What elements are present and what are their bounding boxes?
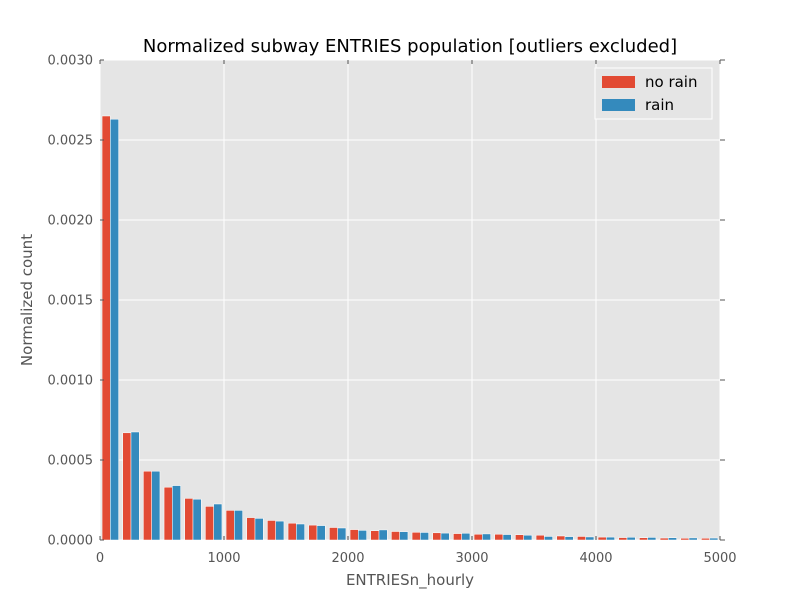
bar-rain-bin-11 (337, 527, 347, 541)
x-tick-label: 4000 (579, 551, 612, 566)
bar-no-rain-bin-11 (329, 527, 338, 541)
bar-no-rain-bin-10 (308, 524, 318, 541)
y-tick-label: 0.0025 (48, 134, 94, 149)
bar-no-rain-bin-5 (205, 506, 214, 541)
bar-rain-bin-29 (709, 537, 719, 541)
x-tick-label: 1000 (207, 551, 240, 566)
bar-no-rain-bin-3 (163, 486, 173, 541)
legend: no rain rain (594, 67, 713, 120)
bars (101, 115, 719, 541)
bar-rain-bin-7 (254, 518, 264, 541)
legend-swatch-rain (602, 99, 635, 111)
bar-rain-bin-21 (544, 536, 553, 541)
bar-rain-bin-24 (606, 536, 615, 541)
bar-no-rain-bin-12 (349, 529, 359, 541)
bar-rain-bin-20 (523, 534, 533, 541)
x-axis-label: ENTRIESn_hourly (346, 571, 474, 590)
y-tick-label: 0.0030 (48, 54, 94, 69)
bar-no-rain-bin-25 (618, 537, 628, 541)
x-tick-label: 0 (96, 551, 104, 566)
bar-no-rain-bin-20 (515, 534, 524, 541)
bar-rain-bin-9 (296, 523, 305, 541)
bar-no-rain-bin-2 (143, 470, 152, 541)
bar-rain-bin-26 (647, 537, 657, 541)
bar-rain-bin-12 (358, 530, 367, 541)
bar-no-rain-bin-29 (701, 537, 710, 541)
bar-no-rain-bin-28 (680, 537, 690, 541)
y-tick-label: 0.0010 (48, 374, 94, 389)
legend-swatch-no-rain (602, 76, 635, 88)
bar-no-rain-bin-24 (597, 536, 607, 541)
bar-rain-bin-16 (440, 532, 450, 541)
bar-no-rain-bin-14 (391, 531, 400, 541)
bar-no-rain-bin-9 (287, 522, 297, 541)
bar-no-rain-bin-1 (122, 432, 132, 541)
y-tick-label: 0.0005 (48, 454, 94, 469)
bar-rain-bin-25 (626, 537, 636, 541)
chart-title: Normalized subway ENTRIES population [ou… (143, 36, 677, 57)
bar-rain-bin-19 (502, 534, 512, 541)
bar-rain-bin-1 (130, 431, 140, 541)
legend-label-rain: rain (645, 96, 674, 114)
bar-rain-bin-23 (585, 536, 595, 541)
bar-rain-bin-22 (564, 536, 574, 541)
bar-rain-bin-14 (399, 531, 409, 541)
bar-rain-bin-28 (688, 537, 698, 541)
bar-no-rain-bin-21 (535, 534, 545, 541)
y-tick-label: 0.0015 (48, 294, 94, 309)
bar-no-rain-bin-15 (411, 532, 421, 541)
bar-rain-bin-6 (234, 510, 243, 541)
bar-rain-bin-17 (461, 533, 471, 541)
bar-no-rain-bin-7 (246, 517, 256, 541)
tick-labels: 0 1000 2000 3000 4000 5000 0.0000 0.0005 0.0010 0… (48, 54, 737, 567)
bar-rain-bin-0 (110, 118, 119, 541)
bar-rain-bin-8 (275, 520, 285, 541)
x-tick-label: 5000 (703, 551, 736, 566)
bar-no-rain-bin-17 (453, 533, 462, 541)
x-tick-label: 2000 (331, 551, 364, 566)
bar-no-rain-bin-0 (101, 115, 111, 541)
bar-rain-bin-4 (192, 498, 202, 541)
bar-no-rain-bin-22 (556, 535, 566, 541)
y-axis-label: Normalized count (18, 234, 36, 366)
y-tick-label: 0.0020 (48, 214, 94, 229)
bar-no-rain-bin-26 (639, 537, 648, 541)
bar-no-rain-bin-6 (225, 510, 235, 541)
bar-no-rain-bin-19 (494, 533, 504, 541)
bar-no-rain-bin-8 (267, 520, 276, 541)
y-tick-label: 0.0000 (48, 534, 94, 549)
bar-rain-bin-13 (378, 529, 388, 541)
bar-rain-bin-3 (172, 485, 181, 541)
bar-no-rain-bin-16 (432, 532, 442, 541)
legend-label-no-rain: no rain (645, 73, 698, 91)
axis-ticks (99, 59, 725, 541)
bar-rain-bin-10 (316, 525, 326, 541)
x-tick-label: 3000 (455, 551, 488, 566)
bar-rain-bin-2 (151, 470, 161, 541)
bar-rain-bin-18 (482, 533, 491, 541)
bar-rain-bin-15 (420, 532, 429, 541)
bar-no-rain-bin-27 (659, 537, 669, 541)
bar-no-rain-bin-23 (577, 536, 586, 541)
bar-rain-bin-27 (668, 537, 677, 541)
bar-no-rain-bin-18 (473, 533, 483, 541)
bar-no-rain-bin-4 (184, 498, 194, 541)
bar-rain-bin-5 (213, 503, 223, 541)
bar-no-rain-bin-13 (370, 530, 380, 541)
